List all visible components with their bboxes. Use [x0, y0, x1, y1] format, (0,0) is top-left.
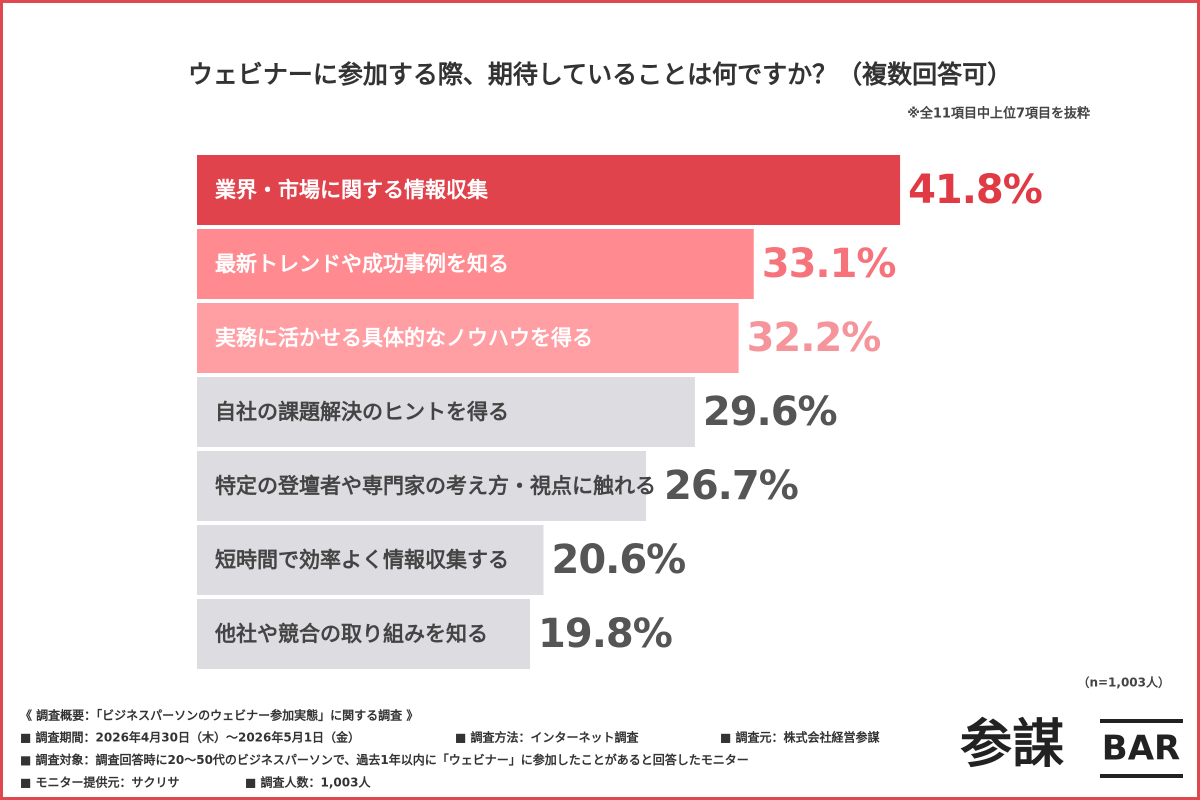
value-label: 41.8%: [908, 167, 1042, 213]
footer-heading: 《 調査概要：「ビジネスパーソンのウェビナー参加実態」に関する調査 》: [20, 708, 418, 723]
footer-item: ■ モニター提供元：サクリサ: [20, 775, 180, 790]
footer-item: ■ 調査元：株式会社経営参謀: [720, 730, 881, 745]
footer-item: ■ 調査人数：1,003人: [245, 775, 371, 790]
bar: [197, 229, 754, 299]
chart-title: ウェビナーに参加する際、期待していることは何ですか？（複数回答可）: [188, 60, 1012, 89]
category-label: 特定の登壇者や専門家の考え方・視点に触れる: [215, 474, 656, 498]
value-label: 19.8%: [538, 611, 672, 657]
bar: [197, 303, 739, 373]
bar: [197, 377, 695, 447]
footer-item: ■ 調査方法：インターネット調査: [455, 730, 640, 745]
bar: [197, 525, 544, 595]
footer-item: ■ 調査対象：調査回答時に20〜50代のビジネスパーソンで、過去1年以内に「ウェ…: [20, 752, 749, 767]
value-label: 26.7%: [664, 463, 798, 509]
sample-note: （n=1,003人）: [1077, 675, 1170, 690]
category-label: 業界・市場に関する情報収集: [215, 178, 489, 202]
category-label: 最新トレンドや成功事例を知る: [215, 252, 509, 276]
category-label: 自社の課題解決のヒントを得る: [215, 400, 509, 424]
category-label: 実務に活かせる具体的なノウハウを得る: [215, 326, 593, 350]
value-label: 29.6%: [703, 389, 837, 435]
chart-subtitle: ※全11項目中上位7項目を抜粋: [907, 106, 1090, 122]
value-label: 20.6%: [551, 537, 685, 583]
logo-main: 参謀: [960, 715, 1064, 775]
footer-item: ■ 調査期間：2026年4月30日（木）〜2026年5月1日（金）: [20, 730, 360, 745]
logo-sub: BAR: [1102, 729, 1180, 769]
value-label: 32.2%: [747, 315, 881, 361]
category-label: 短時間で効率よく情報収集する: [215, 548, 509, 572]
bar: [197, 599, 531, 669]
value-label: 33.1%: [762, 241, 896, 287]
bar: [197, 451, 647, 521]
bar: [197, 155, 901, 225]
category-label: 他社や競合の取り組みを知る: [214, 622, 488, 646]
